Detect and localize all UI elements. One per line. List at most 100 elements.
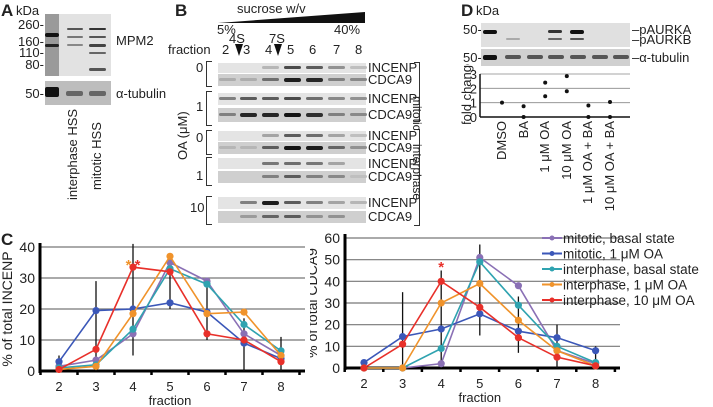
blot-band [240, 146, 257, 149]
blot-row-label: CDCA9 [368, 209, 413, 224]
panel-c-letter: C [1, 230, 14, 249]
data-point [92, 306, 100, 315]
fraction-number: 2 [222, 42, 230, 57]
7s-arrowhead-icon [274, 44, 282, 56]
blot-band [328, 66, 345, 69]
blot-row-label: INCENP [368, 155, 418, 171]
data-point [553, 347, 561, 355]
data-point [521, 115, 526, 119]
sucrose-gradient-wedge [218, 12, 365, 23]
blot-band [350, 134, 367, 137]
data-point [129, 263, 137, 271]
fraction-number: 5 [287, 42, 295, 57]
significance-asterisk: * [126, 257, 132, 274]
data-point [277, 358, 285, 366]
tubulin-marker-50: 50- [25, 86, 44, 101]
paurkb-text: pAURKB [639, 32, 692, 47]
blot-row-cdca9 [218, 211, 366, 223]
group-label-interphase: interphase [410, 144, 424, 201]
x-tick-label: 4 [438, 376, 445, 391]
blot-band [306, 201, 323, 204]
data-point [240, 308, 248, 316]
panel-b-letter: B [175, 1, 188, 20]
blot-band [240, 113, 257, 117]
x-tick-label: 3 [92, 379, 99, 394]
data-point [203, 280, 211, 288]
data-point [240, 336, 248, 344]
tubulin-blot [45, 81, 111, 105]
blot-band [284, 78, 301, 82]
blot-band [328, 78, 345, 81]
standard-7s: 7S [269, 31, 285, 46]
blot-band [328, 215, 345, 218]
blot-band [350, 97, 367, 100]
oa-conc-0-interphase: 0 [196, 130, 204, 145]
blot-band [262, 162, 279, 165]
blot-row-cdca9 [218, 108, 367, 122]
blot-band [284, 97, 301, 100]
y-tick-label: 0 [470, 110, 477, 124]
data-point [437, 277, 445, 285]
data-point [240, 320, 248, 329]
category-label: 1 μM OA + BA [580, 121, 596, 204]
blot-row-label: CDCA9 [368, 140, 413, 155]
x-tick-label: 5 [166, 379, 173, 394]
category-label: BA [515, 121, 531, 139]
data-point [203, 330, 211, 338]
blot-row-label: INCENP [368, 195, 418, 210]
data-point [166, 268, 174, 276]
data-point [476, 310, 484, 318]
data-point [399, 340, 407, 348]
blot-band [350, 113, 367, 116]
panel-a-kda-label: kDa [16, 3, 40, 18]
cdca9-chart: 0 10 20 30 40 50 60 2 3 4 5 6 7 8 fraction % of total C… [310, 230, 699, 405]
lane-label-interphase-hss: interphase HSS [65, 108, 80, 200]
blot-row-cdca9 [218, 74, 367, 86]
data-point [166, 299, 174, 307]
legend-entry: interphase, 1 μM OA [563, 278, 687, 293]
category-label: 1 μM OA [537, 121, 553, 173]
legend-swatch-marker [549, 282, 555, 287]
blot-band [350, 146, 367, 149]
data-point [553, 353, 561, 361]
blot-row-label: CDCA9 [368, 169, 413, 184]
legend-entry: interphase, basal state [563, 262, 699, 277]
legend-swatch-marker [549, 297, 555, 303]
blot-band [262, 146, 279, 149]
panel-d-letter: D [461, 1, 474, 20]
x-tick-label: 7 [240, 379, 247, 394]
x-axis-label: fraction [149, 393, 192, 407]
x-tick-label: 8 [277, 379, 284, 394]
legend-entry: interphase, 10 μM OA [563, 293, 695, 308]
y-tick-label: 30 [19, 270, 35, 286]
blot-row-incenp [218, 158, 366, 169]
data-point [437, 299, 445, 307]
y-tick-label: 1 [470, 96, 477, 111]
bracket-0-interphase [206, 130, 212, 155]
data-point [129, 325, 137, 333]
data-point [399, 364, 407, 372]
blot-band [219, 146, 236, 149]
blot-band [219, 113, 236, 116]
blot-row-label: CDCA9 [368, 72, 413, 87]
y-tick-label: 20 [324, 317, 340, 333]
blot-band [262, 201, 279, 205]
significance-asterisk: * [438, 259, 444, 276]
data-point [476, 279, 484, 288]
fraction-number: 8 [355, 42, 363, 57]
blot-band [306, 146, 323, 150]
blot-band [262, 78, 279, 81]
mpm2-label: MPM2 [116, 33, 154, 48]
oa-conc-1-interphase: 1 [196, 168, 204, 183]
data-point [437, 325, 445, 333]
oa-conc-10-interphase: 10 [190, 200, 205, 215]
blot-band [328, 175, 345, 178]
data-point [592, 347, 600, 355]
blot-row-cdca9 [218, 142, 367, 154]
blot-row-incenp [218, 93, 367, 105]
blot-row-incenp [218, 131, 367, 141]
x-tick-label: 5 [476, 376, 483, 391]
y-tick-label: 3 [470, 67, 477, 82]
data-point [608, 115, 612, 119]
oa-conc-1-mitotic: 1 [196, 99, 204, 114]
